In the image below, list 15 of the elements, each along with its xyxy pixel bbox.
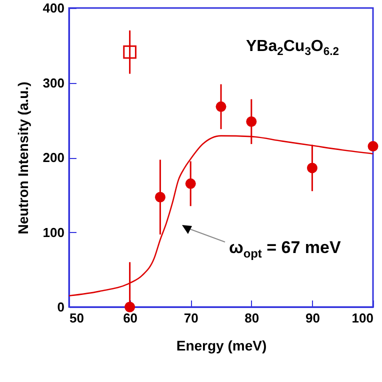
x-tick-label: 80 bbox=[244, 310, 260, 326]
x-tick-label: 90 bbox=[305, 310, 320, 326]
annotation: YBa$_{2}$Cu$_{3}$O$_{6.2}$ bbox=[246, 38, 339, 58]
y-tick-label: 0 bbox=[57, 300, 64, 314]
y-tick-label: 400 bbox=[42, 0, 64, 16]
y-tick-label: 300 bbox=[42, 75, 64, 90]
x-tick-label: 70 bbox=[184, 310, 198, 326]
x-tick-label: 60 bbox=[123, 310, 138, 326]
x-tick-label: 100 bbox=[352, 310, 374, 326]
y-tick-label: 200 bbox=[42, 150, 64, 165]
annotation: ω$_{opt}$ = 67 meV bbox=[229, 238, 341, 260]
y-tick-label: 100 bbox=[42, 224, 64, 240]
x-tick-label: 50 bbox=[70, 310, 84, 326]
y-axis-title: Neutron Intensity (a.u.) bbox=[14, 82, 31, 234]
x-axis-title: Energy (meV) bbox=[176, 338, 267, 354]
